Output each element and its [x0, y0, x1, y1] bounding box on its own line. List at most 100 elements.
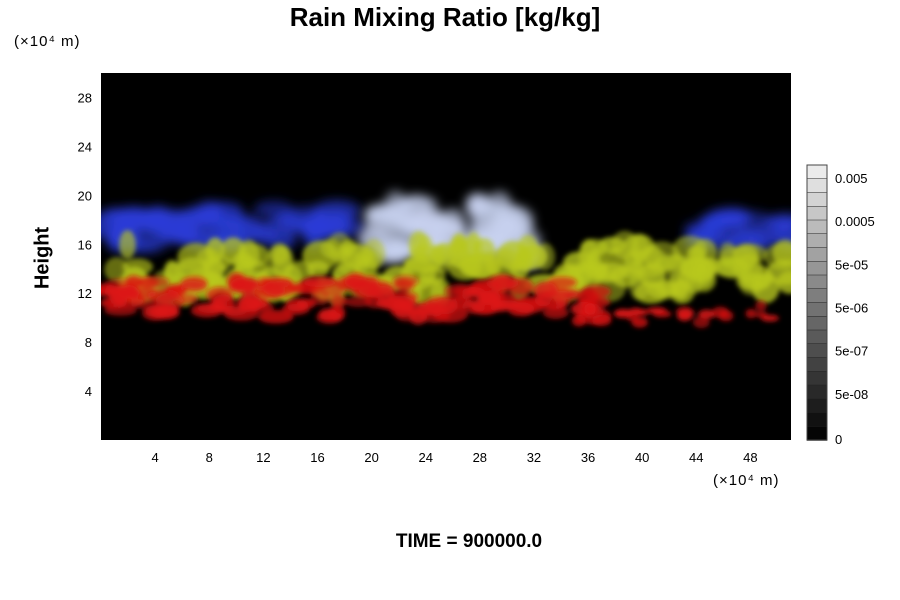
cloud-cell: [181, 276, 208, 290]
cloud-cell: [772, 239, 791, 266]
cloud-cell: [717, 258, 752, 279]
colorbar-swatch: [806, 316, 828, 331]
cloud-cell: [732, 243, 768, 264]
cloud-cell: [137, 277, 159, 289]
colorbar-label: 5e-06: [835, 301, 868, 316]
cloud-cell: [673, 278, 690, 300]
colorbar-swatch: [806, 329, 828, 345]
cloud-cell: [149, 305, 180, 320]
cloud-cell: [320, 281, 346, 297]
y-tick-labels: 4 8 12 16 20 24 28: [78, 90, 92, 399]
cloud-cell: [492, 300, 520, 311]
cloud-cell: [584, 303, 596, 315]
cloud-cell: [287, 283, 319, 294]
cloud-cell: [517, 235, 538, 261]
cloud-cell: [765, 226, 791, 244]
cloud-cell: [388, 290, 418, 305]
cloud-cell: [225, 213, 262, 227]
cloud-cell: [360, 275, 379, 289]
cloud-cell: [692, 316, 710, 329]
cloud-cell: [393, 278, 415, 292]
cloud-cell: [302, 240, 340, 271]
colorbar-label: 5e-05: [835, 257, 868, 272]
cloud-cell: [230, 276, 259, 292]
colorbar-swatch: [806, 178, 828, 194]
y-axis-unit: (×10⁴ m): [14, 33, 81, 50]
colorbar-frame: [806, 164, 828, 441]
x-tick-label: 16: [310, 450, 324, 465]
cloud-cell: [403, 254, 443, 273]
cloud-cell: [366, 285, 396, 300]
cloud-cell: [591, 314, 612, 327]
colorbar-swatch: [806, 357, 828, 372]
cloud-cell: [577, 288, 600, 306]
cloud-cell: [281, 303, 310, 315]
cloud-cell: [242, 289, 261, 308]
colorbar-labels: 0.005 0.0005 5e-05 5e-06 5e-07 5e-08 0: [835, 171, 875, 447]
colorbar-swatch: [806, 343, 828, 359]
cloud-cell: [613, 308, 633, 319]
x-tick-label: 44: [689, 450, 703, 465]
cloud-cell: [435, 296, 458, 315]
colorbar-swatch: [806, 274, 828, 290]
y-tick-label: 12: [78, 286, 92, 301]
colorbar-swatch: [806, 219, 828, 235]
colorbar-swatch: [806, 192, 828, 207]
colorbar-label: 0.0005: [835, 214, 875, 229]
cloud-cell: [745, 308, 757, 319]
colorbar-swatch: [806, 164, 828, 180]
cloud-cell: [631, 316, 648, 328]
cloud-cell: [485, 275, 520, 290]
cloud-cell: [416, 234, 434, 261]
x-tick-label: 12: [256, 450, 270, 465]
cloud-cell: [184, 205, 211, 222]
x-tick-label: 28: [473, 450, 487, 465]
cloud-cell: [409, 308, 428, 325]
colorbar-swatch: [806, 261, 828, 276]
cloud-cell: [177, 242, 216, 273]
colorbar-swatch: [806, 412, 828, 427]
cloud-cell: [632, 247, 669, 278]
cloud-cell: [755, 300, 767, 312]
cloud-cell: [485, 248, 523, 279]
right-blue-layer: [683, 207, 791, 254]
cloud-cell: [119, 284, 139, 302]
colorbar-label: 5e-08: [835, 387, 868, 402]
cloud-cell: [593, 262, 628, 282]
cloud-cell: [777, 271, 791, 294]
cloud-cell: [130, 298, 158, 310]
y-tick-label: 8: [85, 335, 92, 350]
x-tick-label: 8: [206, 450, 213, 465]
cloud-cell: [265, 245, 292, 277]
cloud-cell: [571, 315, 586, 327]
time-label: TIME = 900000.0: [395, 531, 543, 552]
cloud-cell: [101, 284, 121, 296]
x-tick-label: 36: [581, 450, 595, 465]
x-axis-unit: (×10⁴ m): [713, 472, 780, 489]
cloud-cell: [209, 217, 230, 238]
cloud-cell: [729, 211, 774, 231]
cloud-cell: [363, 204, 396, 224]
cloud-cell: [652, 310, 672, 318]
colorbar-swatch: [806, 371, 828, 386]
cloud-cell: [464, 193, 488, 217]
cloud-cell: [496, 205, 534, 233]
cloud-cell: [258, 310, 294, 324]
colorbar-swatch: [806, 247, 828, 262]
cloud-cell: [755, 311, 768, 318]
cloud-cell: [444, 283, 476, 300]
cloud-cell: [698, 309, 716, 319]
cloud-cell: [344, 296, 374, 307]
x-tick-label: 48: [743, 450, 757, 465]
cloud-cell: [533, 281, 558, 300]
cloud-cell: [465, 232, 482, 263]
cloud-cell: [503, 224, 526, 242]
cloud-cell: [377, 219, 414, 242]
chart-title: Rain Mixing Ratio [kg/kg]: [289, 2, 601, 32]
cloud-cell: [288, 205, 327, 229]
cloud-cell: [119, 230, 136, 260]
cloud-cell: [736, 272, 772, 292]
colorbar-label: 5e-07: [835, 344, 868, 359]
y-tick-label: 24: [78, 139, 92, 154]
